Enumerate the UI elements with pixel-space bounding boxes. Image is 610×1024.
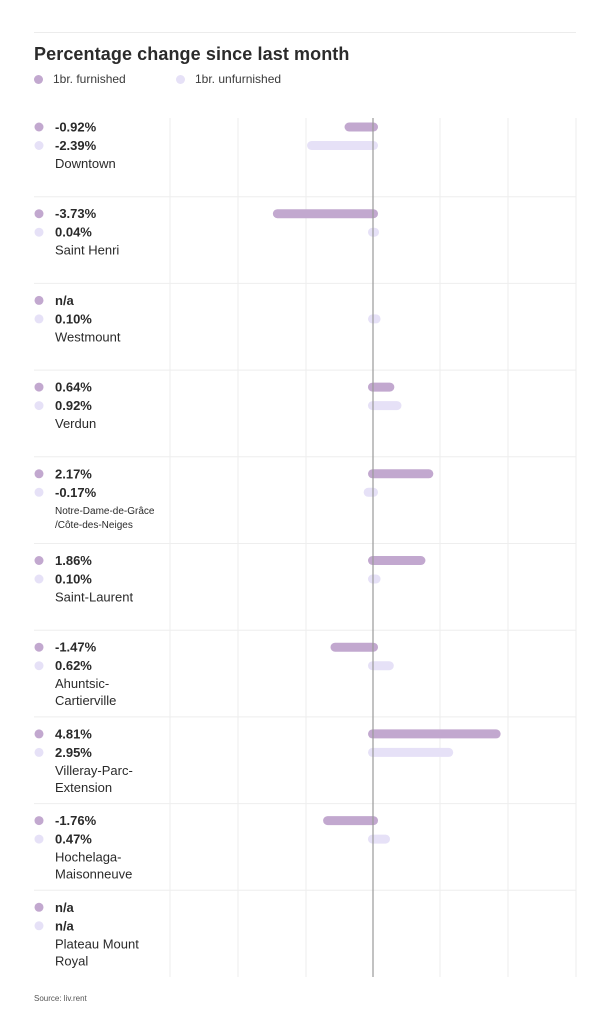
- value-label-unfurnished-villeray-parc-extension: 2.95%: [55, 745, 92, 760]
- legend-item-unfurnished: 1br. unfurnished: [176, 72, 281, 86]
- bar-furnished-saint-laurent: [368, 556, 426, 565]
- bar-unfurnished-westmount: [368, 314, 381, 324]
- value-label-furnished-plateau-mount-royal: n/a: [55, 900, 75, 915]
- value-label-unfurnished-westmount: 0.10%: [55, 311, 92, 326]
- series-dot-unfurnished: [34, 141, 44, 150]
- bar-furnished-ahuntsic-cartierville: [330, 642, 378, 652]
- bar-unfurnished-ahuntsic-cartierville: [368, 661, 394, 671]
- category-label: Extension: [55, 780, 112, 795]
- bar-unfurnished-hochelaga-maisonneuve: [368, 834, 390, 844]
- value-label-furnished-saint-henri: -3.73%: [55, 206, 97, 221]
- category-label: Ahuntsic-: [55, 676, 109, 691]
- legend-label-furnished: 1br. furnished: [53, 72, 126, 86]
- value-label-unfurnished-notre-dame-de-gr-ce-c-te-des-neiges: -0.17%: [55, 485, 97, 500]
- category-label: Notre-Dame-de-Grâce: [55, 506, 155, 517]
- series-dot-unfurnished: [34, 574, 44, 584]
- value-label-unfurnished-verdun: 0.92%: [55, 398, 92, 413]
- value-label-furnished-westmount: n/a: [55, 293, 75, 308]
- category-label: Royal: [55, 953, 88, 968]
- bar-unfurnished-villeray-parc-extension: [368, 747, 454, 757]
- series-dot-unfurnished: [34, 834, 44, 844]
- legend-swatch-furnished: [34, 74, 43, 84]
- category-label: Saint-Laurent: [55, 590, 133, 605]
- bar-unfurnished-downtown: [307, 141, 378, 150]
- category-label: Hochelaga-: [55, 850, 122, 865]
- series-dot-unfurnished: [34, 487, 44, 497]
- value-label-furnished-notre-dame-de-gr-ce-c-te-des-neiges: 2.17%: [55, 466, 92, 481]
- source-note: Source: liv.rent: [34, 994, 87, 1003]
- category-label: Maisonneuve: [55, 867, 132, 882]
- series-dot-furnished: [34, 816, 44, 826]
- category-label: Plateau Mount: [55, 936, 139, 951]
- series-dot-furnished: [34, 295, 44, 305]
- value-label-unfurnished-saint-laurent: 0.10%: [55, 572, 92, 587]
- category-label: Cartierville: [55, 693, 116, 708]
- value-label-unfurnished-ahuntsic-cartierville: 0.62%: [55, 658, 92, 673]
- value-label-unfurnished-plateau-mount-royal: n/a: [55, 918, 75, 933]
- bar-furnished-saint-henri: [272, 209, 378, 219]
- series-dot-unfurnished: [34, 227, 44, 237]
- category-label: Westmount: [55, 329, 121, 344]
- bar-unfurnished-notre-dame-de-gr-ce-c-te-des-neiges: [363, 487, 378, 497]
- series-dot-furnished: [34, 469, 44, 479]
- category-label: Downtown: [55, 156, 116, 171]
- series-dot-unfurnished: [34, 747, 44, 757]
- series-dot-unfurnished: [34, 921, 44, 931]
- value-label-furnished-downtown: -0.92%: [55, 120, 97, 135]
- value-label-furnished-ahuntsic-cartierville: -1.47%: [55, 640, 97, 655]
- bar-furnished-verdun: [368, 382, 395, 392]
- top-divider: [34, 32, 576, 33]
- category-label: Saint Henri: [55, 243, 119, 258]
- value-label-furnished-villeray-parc-extension: 4.81%: [55, 726, 92, 741]
- value-label-furnished-verdun: 0.64%: [55, 380, 92, 395]
- series-dot-unfurnished: [34, 661, 44, 671]
- series-dot-furnished: [34, 209, 44, 219]
- series-dot-furnished: [34, 729, 44, 739]
- series-dot-furnished: [34, 902, 44, 912]
- bar-furnished-downtown: [344, 122, 378, 132]
- category-label: /Côte-des-Neiges: [55, 520, 133, 531]
- series-dot-furnished: [34, 642, 44, 652]
- series-dot-furnished: [34, 122, 44, 132]
- bar-unfurnished-saint-laurent: [368, 574, 381, 584]
- legend: 1br. furnished 1br. unfurnished: [0, 72, 610, 90]
- category-label: Verdun: [55, 416, 96, 431]
- legend-swatch-unfurnished: [176, 74, 185, 84]
- series-dot-furnished: [34, 382, 44, 392]
- bar-furnished-hochelaga-maisonneuve: [323, 816, 378, 826]
- category-label: Villeray-Parc-: [55, 763, 133, 778]
- series-dot-furnished: [34, 556, 44, 565]
- chart-title: Percentage change since last month: [34, 44, 350, 64]
- value-label-unfurnished-hochelaga-maisonneuve: 0.47%: [55, 832, 92, 847]
- legend-label-unfurnished: 1br. unfurnished: [195, 72, 282, 86]
- value-label-furnished-saint-laurent: 1.86%: [55, 553, 92, 568]
- series-dot-unfurnished: [34, 401, 44, 411]
- bar-furnished-notre-dame-de-gr-ce-c-te-des-neiges: [368, 469, 434, 479]
- bar-furnished-villeray-parc-extension: [368, 729, 501, 739]
- legend-item-furnished: 1br. furnished: [34, 72, 126, 86]
- series-dot-unfurnished: [34, 314, 44, 324]
- value-label-unfurnished-saint-henri: 0.04%: [55, 225, 92, 240]
- value-label-unfurnished-downtown: -2.39%: [55, 138, 97, 153]
- value-label-furnished-hochelaga-maisonneuve: -1.76%: [55, 813, 97, 828]
- bar-unfurnished-verdun: [368, 401, 402, 411]
